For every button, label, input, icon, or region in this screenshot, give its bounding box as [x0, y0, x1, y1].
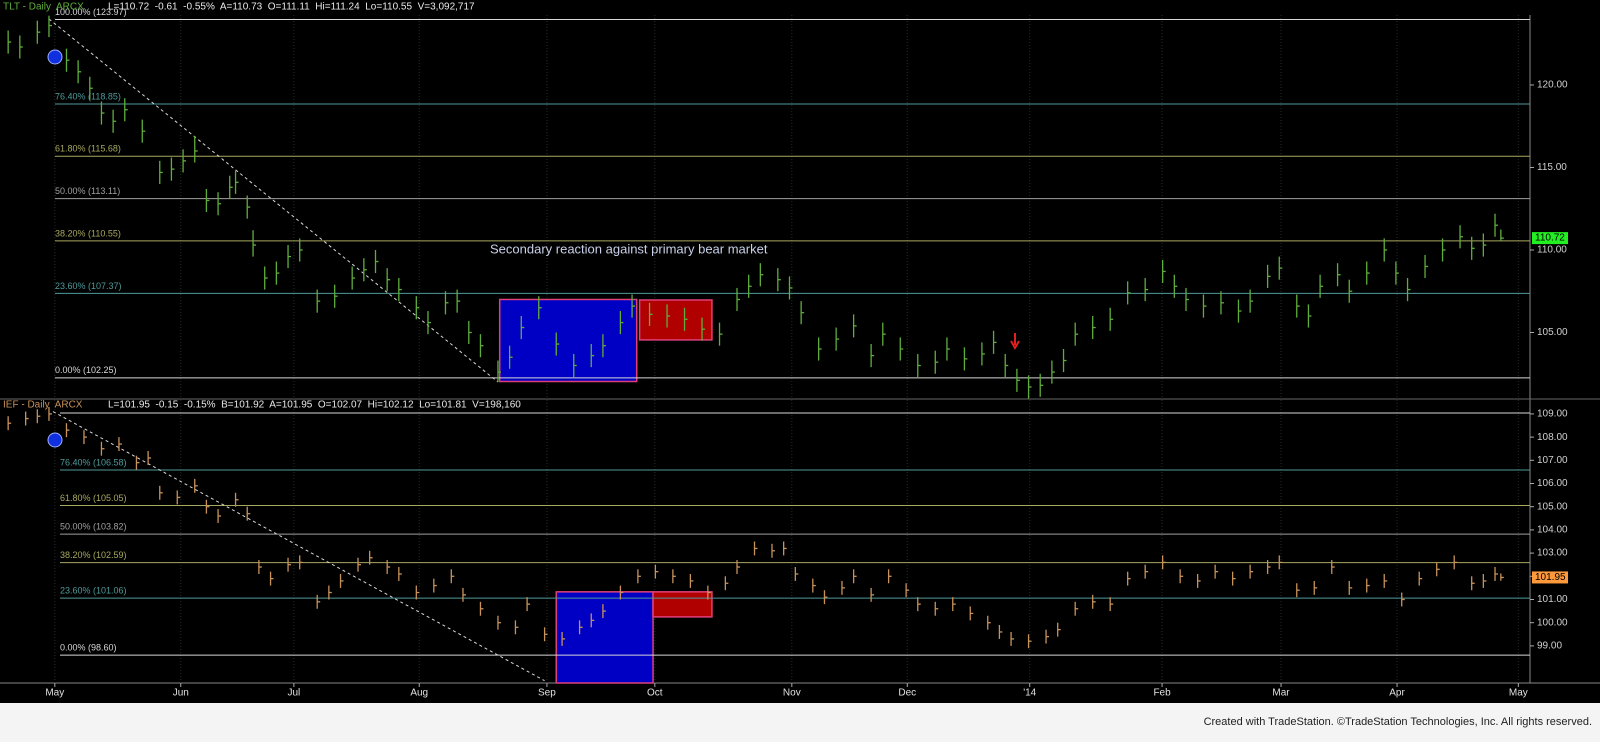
x-tick-label: '14 — [1023, 688, 1036, 699]
last-price-box — [1532, 571, 1568, 584]
x-tick-label: Nov — [783, 688, 801, 699]
y-tick-label: 108.00 — [1537, 432, 1568, 443]
grid-layer — [54, 15, 1534, 687]
x-tick-label: May — [1509, 688, 1528, 699]
y-tick-label: 109.00 — [1537, 409, 1568, 420]
y-tick-label: 104.00 — [1537, 525, 1568, 536]
y-tick-label: 105.00 — [1537, 327, 1568, 338]
retracement-label: 0.00% (102.25) — [55, 365, 117, 375]
x-tick-label: Mar — [1272, 688, 1290, 699]
x-tick-label: Apr — [1389, 688, 1405, 699]
retracement-label: 76.40% (118.85) — [55, 91, 121, 101]
label-layer: 120.00 115.00 110.00 105.00 100.00% (123.97)… — [3, 2, 1568, 699]
x-tick-label: Oct — [647, 688, 663, 699]
last-price-label: 101.95 — [1535, 572, 1566, 583]
y-tick-label: 103.00 — [1537, 548, 1568, 559]
footer-text: Created with TradeStation. ©TradeStation… — [1204, 716, 1592, 728]
level-layer — [48, 18, 1530, 682]
y-tick-label: 101.00 — [1537, 594, 1568, 605]
last-price-box — [1532, 232, 1568, 245]
x-tick-label: Jun — [173, 688, 189, 699]
y-tick-label: 99.00 — [1537, 641, 1562, 652]
x-tick-label: Aug — [410, 688, 428, 699]
retracement-label: 0.00% (98.60) — [60, 643, 117, 653]
retracement-label: 61.80% (115.68) — [55, 144, 121, 154]
last-price-label: 110.72 — [1535, 233, 1565, 244]
quote-header: L=101.95 -0.15 -0.15% B=101.92 A=101.95 … — [108, 400, 521, 411]
x-tick-label: May — [45, 688, 64, 699]
chart-background — [0, 0, 1600, 703]
y-tick-label: 115.00 — [1537, 162, 1567, 173]
retracement-label: 76.40% (106.58) — [60, 457, 127, 467]
y-tick-label: 120.00 — [1537, 80, 1568, 91]
highlight-box — [652, 591, 713, 618]
x-tick-label: Jul — [287, 688, 300, 699]
y-tick-label: 107.00 — [1537, 455, 1568, 466]
bar-layer — [7, 15, 1504, 649]
x-tick-label: Sep — [538, 688, 556, 699]
y-tick-label: 106.00 — [1537, 478, 1568, 489]
trend-line — [48, 18, 499, 383]
event-marker — [47, 432, 63, 448]
retracement-label: 50.00% (103.82) — [60, 521, 127, 531]
annotation: Secondary reaction against primary bear … — [490, 241, 768, 256]
highlight-layer — [498, 298, 713, 684]
retracement-label: 100.00% (123.97) — [55, 7, 127, 17]
event-marker — [47, 49, 63, 65]
y-tick-label: 110.00 — [1537, 245, 1567, 256]
symbol-header: IEF - Daily ARCX — [3, 400, 83, 411]
retracement-label: 38.20% (102.59) — [60, 550, 127, 560]
y-tick-label: 100.00 — [1537, 617, 1568, 628]
y-tick-label: 105.00 — [1537, 501, 1568, 512]
footer-background — [0, 703, 1600, 742]
quote-header: L=110.72 -0.61 -0.55% A=110.73 O=111.11 … — [108, 2, 475, 13]
retracement-label: 50.00% (113.11) — [55, 186, 120, 196]
highlight-box — [555, 591, 654, 684]
highlight-box — [498, 298, 638, 383]
arrow-marker — [1010, 333, 1020, 351]
retracement-label: 38.20% (110.55) — [55, 228, 121, 238]
highlight-box — [638, 299, 713, 341]
retracement-label: 23.60% (107.37) — [55, 281, 122, 291]
retracement-label: 61.80% (105.05) — [60, 493, 127, 503]
x-tick-label: Dec — [898, 688, 916, 699]
symbol-header: TLT - Daily ARCX — [3, 2, 84, 13]
x-tick-label: Feb — [1153, 688, 1171, 699]
retracement-label: 23.60% (101.06) — [60, 585, 127, 595]
